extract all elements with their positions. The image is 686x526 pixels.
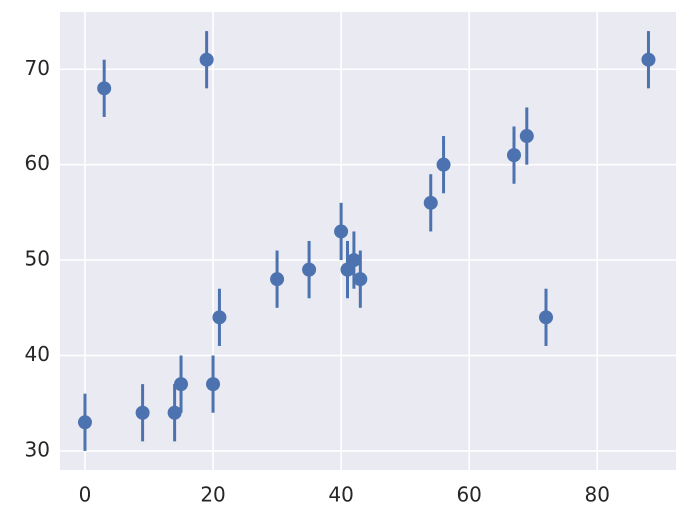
- y-tick-label: 30: [25, 437, 50, 461]
- point: [539, 310, 554, 325]
- point: [199, 52, 214, 67]
- plot-background: [60, 12, 676, 470]
- point: [270, 272, 285, 287]
- point: [97, 81, 112, 96]
- x-tick-label: 0: [79, 483, 92, 507]
- point: [641, 52, 656, 67]
- y-tick-label: 40: [25, 342, 50, 366]
- y-tick-label: 50: [25, 247, 50, 271]
- x-tick-label: 60: [456, 483, 481, 507]
- point: [334, 224, 349, 239]
- point: [206, 377, 221, 392]
- point: [167, 405, 182, 420]
- point: [346, 253, 361, 268]
- point: [423, 195, 438, 210]
- point: [506, 148, 521, 163]
- point: [135, 405, 150, 420]
- x-tick-label: 80: [585, 483, 610, 507]
- point: [353, 272, 368, 287]
- point: [174, 377, 189, 392]
- point: [212, 310, 227, 325]
- x-tick-label: 20: [200, 483, 225, 507]
- y-tick-label: 70: [25, 56, 50, 80]
- point: [302, 262, 317, 277]
- y-tick-label: 60: [25, 151, 50, 175]
- point: [519, 129, 534, 144]
- x-tick-label: 40: [328, 483, 353, 507]
- point: [77, 415, 92, 430]
- point: [436, 157, 451, 172]
